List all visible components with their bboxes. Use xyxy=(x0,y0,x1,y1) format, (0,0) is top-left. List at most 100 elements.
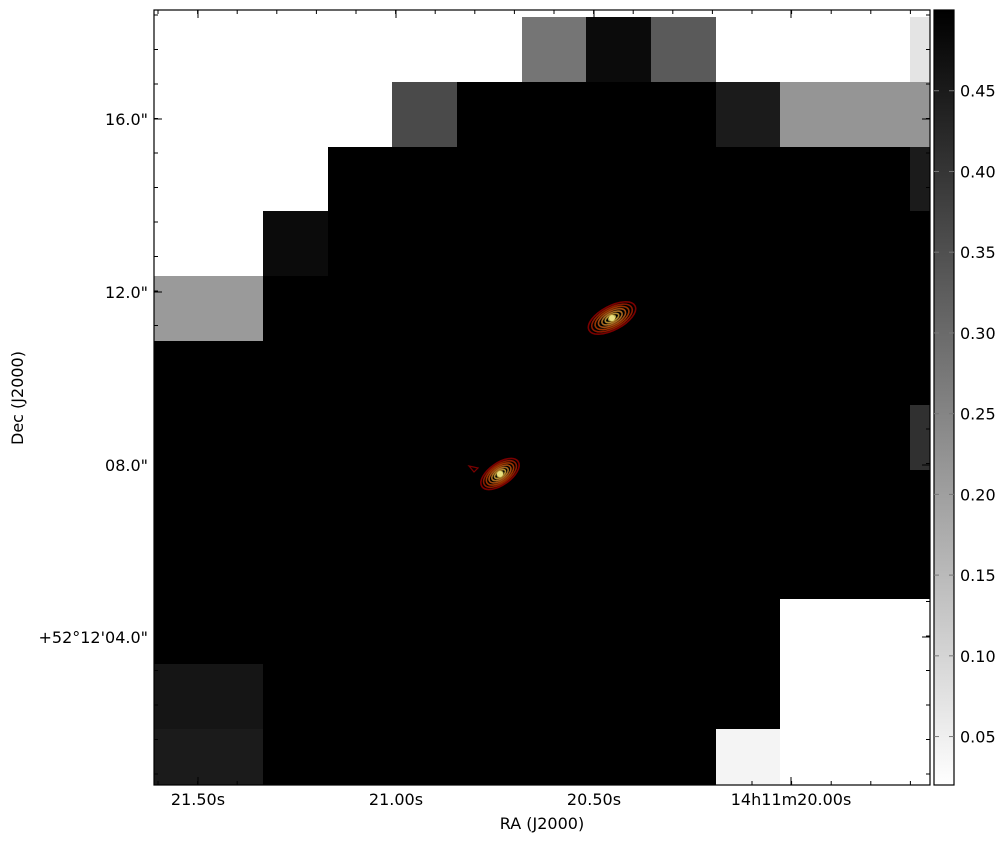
heatmap-image xyxy=(154,17,930,785)
contour-line xyxy=(594,305,630,331)
heatmap-cell xyxy=(651,664,716,729)
heatmap-cell xyxy=(651,535,716,599)
heatmap-cell xyxy=(780,405,910,470)
heatmap-cell xyxy=(392,82,457,147)
heatmap-cell xyxy=(586,147,651,211)
heatmap-cell xyxy=(522,211,586,276)
heatmap-cell xyxy=(651,405,716,470)
heatmap-cell xyxy=(651,17,716,82)
contour-line xyxy=(491,466,509,482)
heatmap-cell xyxy=(328,729,392,785)
heatmap-cell xyxy=(716,599,780,664)
colorbar-tick-label: 0.25 xyxy=(960,405,996,424)
heatmap-cell xyxy=(716,664,780,729)
x-tick-label: 21.00s xyxy=(369,790,423,809)
heatmap-cell xyxy=(522,599,586,664)
heatmap-cell xyxy=(154,664,263,729)
heatmap-cell xyxy=(651,276,716,341)
contour-layer xyxy=(467,301,637,491)
heatmap-cell xyxy=(522,729,586,785)
heatmap-cell xyxy=(457,211,522,276)
heatmap-cell xyxy=(392,729,457,785)
heatmap-cell xyxy=(263,211,328,276)
colorbar-tick-label: 0.45 xyxy=(960,82,996,101)
heatmap-cell xyxy=(586,341,651,405)
heatmap-cell xyxy=(651,82,716,147)
heatmap-cell xyxy=(263,729,328,785)
heatmap-cell xyxy=(586,470,651,535)
contour-line xyxy=(485,462,515,486)
contour-line xyxy=(482,459,518,489)
heatmap-cell xyxy=(716,211,780,276)
heatmap-cell xyxy=(910,276,930,341)
contour-peak xyxy=(609,315,615,321)
heatmap-cell xyxy=(457,82,522,147)
heatmap-cell xyxy=(392,211,457,276)
contour-line xyxy=(601,310,623,326)
heatmap-cell xyxy=(651,599,716,664)
heatmap-cell xyxy=(392,341,457,405)
heatmap-cell xyxy=(716,470,780,535)
plot-frame xyxy=(153,9,931,786)
heatmap-cell xyxy=(457,341,522,405)
heatmap-cell xyxy=(522,82,586,147)
heatmap-cell xyxy=(716,341,780,405)
contour-line xyxy=(467,465,480,473)
heatmap-cell xyxy=(154,405,263,470)
heatmap-cell xyxy=(716,276,780,341)
heatmap-cell xyxy=(328,535,392,599)
contour-line xyxy=(597,307,627,329)
heatmap-cell xyxy=(457,276,522,341)
heatmap-cell xyxy=(910,17,930,82)
contour-line xyxy=(480,457,520,491)
heatmap-cell xyxy=(910,405,930,470)
heatmap-cell xyxy=(586,535,651,599)
contour-source-b xyxy=(480,457,520,491)
heatmap-cell xyxy=(457,599,522,664)
heatmap-cell xyxy=(392,664,457,729)
heatmap-cell xyxy=(586,664,651,729)
heatmap-cell xyxy=(716,82,780,147)
heatmap-cell xyxy=(780,276,910,341)
heatmap-cell xyxy=(586,405,651,470)
colorbar xyxy=(933,9,955,786)
heatmap-cell xyxy=(651,211,716,276)
contour-source-a xyxy=(587,301,637,335)
heatmap-cell xyxy=(586,729,651,785)
heatmap-cell xyxy=(263,470,328,535)
colorbar-tick-label: 0.30 xyxy=(960,324,996,343)
heatmap-cell xyxy=(328,664,392,729)
heatmap-cell xyxy=(780,341,910,405)
heatmap-cell xyxy=(328,470,392,535)
heatmap-cell xyxy=(780,535,910,599)
heatmap-cell xyxy=(392,599,457,664)
heatmap-cell xyxy=(780,147,910,211)
heatmap-cell xyxy=(910,341,930,405)
heatmap-cell xyxy=(154,599,263,664)
heatmap-cell xyxy=(522,664,586,729)
heatmap-cell xyxy=(522,535,586,599)
heatmap-cell xyxy=(392,276,457,341)
x-tick-label: 14h11m20.00s xyxy=(731,790,852,809)
colorbar-tick-label: 0.10 xyxy=(960,647,996,666)
heatmap-cell xyxy=(910,147,930,211)
heatmap-cell xyxy=(457,147,522,211)
heatmap-cell xyxy=(522,341,586,405)
heatmap-cell xyxy=(780,470,910,535)
contour-line xyxy=(590,303,634,333)
heatmap-cell xyxy=(457,535,522,599)
heatmap-cell xyxy=(716,729,780,785)
heatmap-cell xyxy=(392,470,457,535)
heatmap-cell xyxy=(716,405,780,470)
heatmap-cell xyxy=(154,276,263,341)
heatmap-cell xyxy=(328,147,392,211)
heatmap-cell xyxy=(328,341,392,405)
heatmap-cell xyxy=(457,729,522,785)
y-tick-label: 08.0" xyxy=(105,456,148,475)
heatmap-cell xyxy=(392,405,457,470)
contour-line xyxy=(604,312,620,324)
heatmap-cell xyxy=(651,147,716,211)
heatmap-cell xyxy=(263,664,328,729)
heatmap-cell xyxy=(651,470,716,535)
